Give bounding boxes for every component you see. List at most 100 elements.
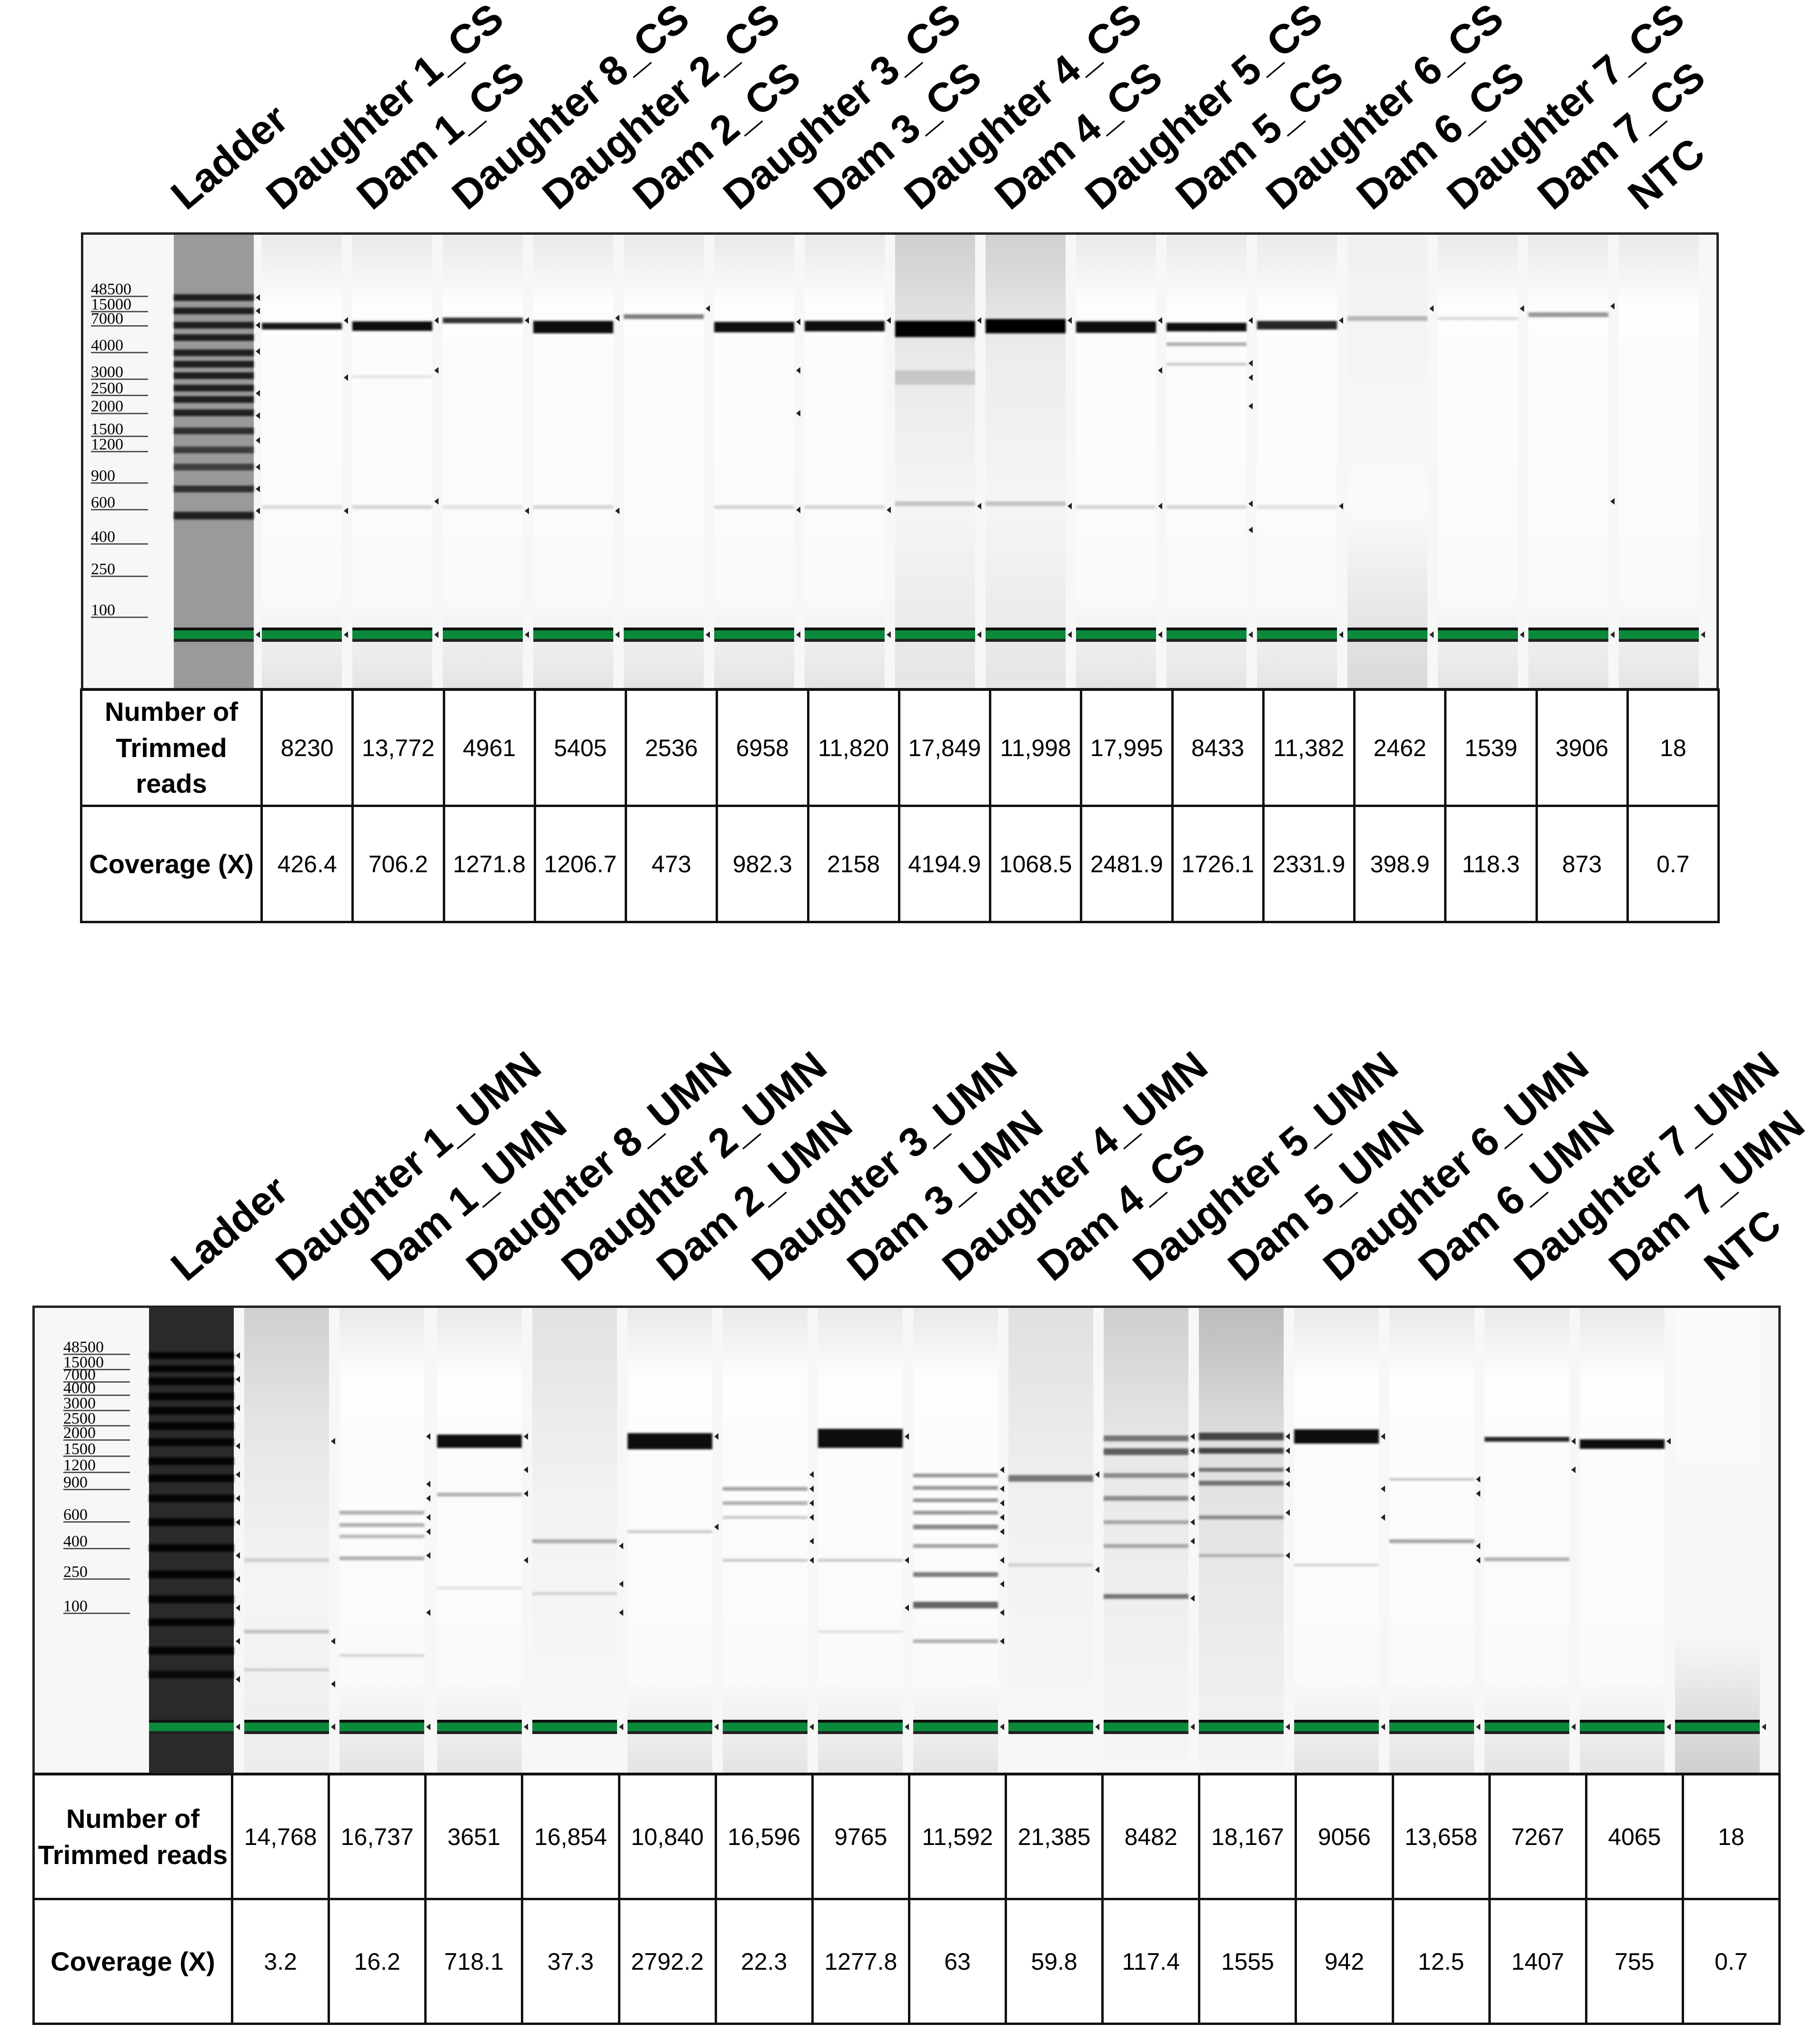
gel-band: [1199, 1468, 1284, 1472]
peak-arrow-marker: [1381, 1514, 1385, 1521]
gel-band: [174, 361, 254, 368]
gel-band: [723, 1516, 808, 1519]
sample-lane: [533, 235, 613, 688]
peak-arrow-marker: [236, 1443, 240, 1449]
peak-arrow-marker: [525, 508, 529, 514]
peak-arrow-marker: [1286, 1433, 1290, 1440]
gel-band: [174, 486, 254, 492]
peak-arrow-marker: [1158, 317, 1162, 324]
top-reads-cell: 17,995: [1080, 688, 1174, 807]
peak-arrow-marker: [434, 317, 439, 324]
gel-band: [913, 1498, 998, 1502]
lane-label: Dam 5_UMN: [1219, 1101, 1432, 1290]
lower-marker-band: [437, 1723, 522, 1731]
sample-lane: [1076, 235, 1156, 688]
peak-arrow-marker: [887, 507, 891, 513]
peak-arrow-marker: [615, 508, 619, 514]
bottom-coverage-cell: 942: [1295, 1898, 1394, 2025]
bottom-reads-table: Number of Trimmed reads 14,768 16,737 36…: [32, 1773, 1781, 2025]
sample-lane: [244, 1308, 329, 1773]
gel-band: [913, 1474, 998, 1477]
peak-arrow-marker: [619, 1724, 623, 1730]
peak-arrow-marker: [1158, 367, 1162, 374]
bottom-coverage-cell: 59.8: [1004, 1898, 1104, 2025]
gel-band: [1257, 505, 1337, 509]
lane-label: Daughter 5_UMN: [1124, 1042, 1406, 1290]
gel-band: [149, 1366, 234, 1372]
sample-lane: [532, 1308, 617, 1773]
peak-arrow-marker: [1190, 1495, 1195, 1502]
bottom-coverage-cell: 755: [1585, 1898, 1684, 2025]
peak-arrow-marker: [1476, 1476, 1480, 1483]
gel-band: [149, 1571, 234, 1578]
lower-marker-band: [913, 1723, 998, 1731]
gel-band: [818, 1429, 903, 1448]
peak-arrow-marker: [331, 1438, 335, 1445]
gel-band: [714, 505, 794, 509]
peak-arrow-marker: [1190, 1447, 1195, 1454]
sample-lane: [714, 235, 794, 688]
sample-lane: [723, 1308, 808, 1773]
lower-marker-band: [624, 630, 704, 639]
peak-arrow-marker: [236, 1495, 240, 1502]
lane-label: Daughter 8_UMN: [458, 1042, 740, 1290]
peak-arrow-marker: [1095, 1724, 1099, 1730]
lower-marker-band: [986, 630, 1066, 639]
gel-band: [1199, 1554, 1284, 1557]
ladder-size-label: 1500: [91, 420, 123, 438]
peak-arrow-marker: [331, 1724, 335, 1730]
peak-arrow-marker: [256, 508, 260, 514]
bottom-coverage-cell: 63: [907, 1898, 1007, 2025]
coverage-row-header: Coverage (X): [32, 1898, 233, 2025]
gel-band: [174, 409, 254, 416]
gel-band: [1485, 1437, 1569, 1442]
bottom-coverage-cell: 718.1: [424, 1898, 524, 2025]
gel-band: [714, 322, 794, 332]
peak-arrow-marker: [809, 1471, 814, 1478]
ladder-size-line: [63, 1395, 130, 1396]
lower-marker-band: [1076, 630, 1156, 639]
gel-band: [149, 1475, 234, 1482]
peak-arrow-marker: [236, 1471, 240, 1478]
peak-arrow-marker: [809, 1514, 814, 1521]
top-coverage-cell: 1726.1: [1171, 805, 1265, 923]
gel-band: [1199, 1516, 1284, 1519]
sample-lane: [1347, 235, 1427, 688]
ladder-size-label: 1500: [63, 1440, 96, 1458]
ladder-size-line: [91, 296, 148, 297]
peak-arrow-marker: [236, 1519, 240, 1526]
peak-arrow-marker: [1286, 1509, 1290, 1516]
bottom-coverage-cell: 1277.8: [811, 1898, 910, 2025]
bottom-reads-cell: 4065: [1585, 1773, 1684, 1900]
peak-arrow-marker: [1286, 1447, 1290, 1454]
gel-band: [1104, 1448, 1188, 1455]
gel-band: [149, 1544, 234, 1552]
peak-arrow-marker: [1000, 1609, 1004, 1616]
peak-arrow-marker: [905, 1724, 909, 1730]
peak-arrow-marker: [706, 631, 710, 638]
ladder-size-line: [91, 451, 148, 452]
peak-arrow-marker: [615, 631, 619, 638]
lower-marker-band: [1528, 630, 1608, 639]
ladder-size-line: [91, 509, 148, 510]
ladder-size-line: [63, 1354, 130, 1355]
peak-arrow-marker: [615, 315, 619, 321]
peak-arrow-marker: [1520, 631, 1524, 638]
peak-arrow-marker: [1339, 631, 1343, 638]
sample-lane: [1008, 1308, 1093, 1773]
peak-arrow-marker: [344, 374, 348, 381]
gel-band: [244, 1558, 329, 1562]
sample-lane: [1167, 235, 1247, 688]
gel-band: [1104, 1544, 1188, 1548]
gel-band: [352, 505, 432, 509]
bottom-reads-cell: 16,854: [521, 1773, 620, 1900]
gel-band: [1104, 1473, 1188, 1478]
peak-arrow-marker: [1248, 403, 1253, 409]
gel-band: [174, 385, 254, 391]
gel-band: [895, 321, 975, 337]
peak-arrow-marker: [796, 507, 800, 513]
peak-arrow-marker: [524, 1490, 528, 1497]
gel-band: [339, 1535, 424, 1538]
sample-lane: [818, 1308, 903, 1773]
peak-arrow-marker: [714, 1433, 718, 1440]
